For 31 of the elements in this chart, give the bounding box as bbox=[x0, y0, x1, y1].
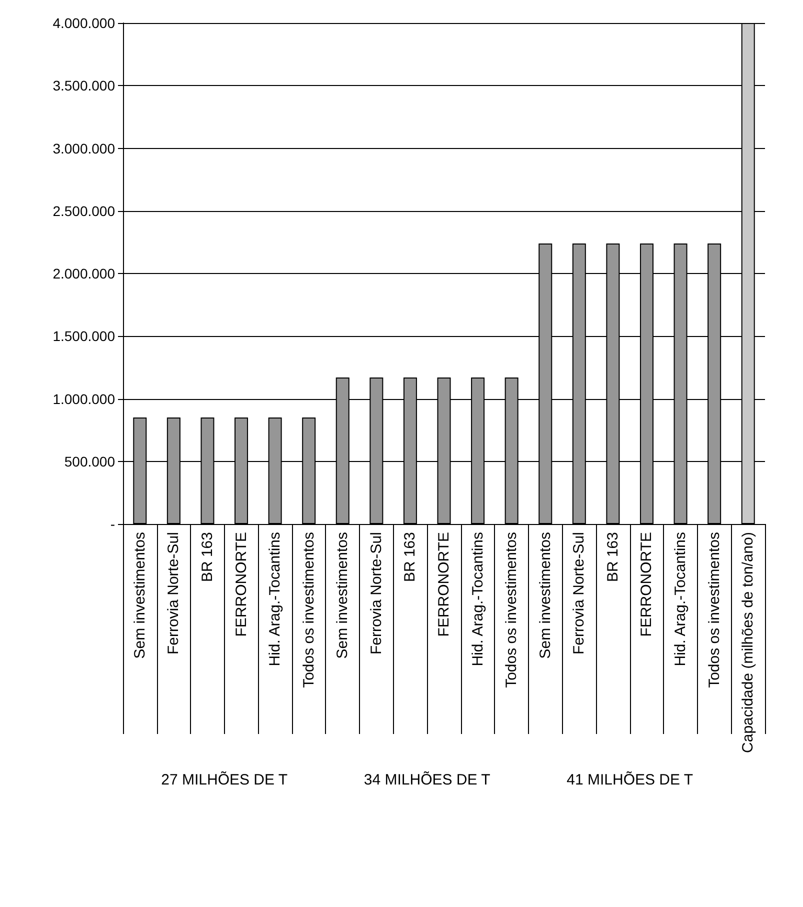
y-tick-label: 4.000.000 bbox=[52, 15, 116, 31]
text: 27 MILHÕES DE T bbox=[161, 770, 288, 788]
x-tick-label: Todos os investimentos bbox=[706, 532, 723, 688]
x-tick-label: BR 163 bbox=[198, 532, 216, 582]
x-tick-label: Ferrovia Norte-Sul bbox=[570, 532, 588, 655]
y-tick-label: - bbox=[110, 516, 116, 532]
x-tick-label: Sem investimentos bbox=[536, 532, 554, 659]
y-tick-label: 1.000.000 bbox=[52, 390, 116, 407]
y-tick-label: 2.500.000 bbox=[52, 202, 116, 219]
x-tick-label: BR 163 bbox=[604, 532, 622, 582]
x-tick-label: Todos os investimentos bbox=[300, 532, 318, 688]
y-tick-label: 3.000.000 bbox=[52, 140, 116, 156]
x-tick-label: BR 163 bbox=[402, 532, 419, 582]
x-tick-label: Capacidade (milhões de ton/ano) bbox=[740, 532, 757, 753]
y-tick-label: 500.000 bbox=[64, 453, 116, 470]
x-tick-label: Sem investimentos bbox=[334, 532, 352, 659]
text: 41 MILHÕES DE T bbox=[566, 770, 694, 788]
x-tick-label: Hid. Arag.-Tocantins bbox=[469, 532, 486, 666]
y-tick-label: 3.500.000 bbox=[52, 78, 116, 94]
x-tick-label: Sem investimentos bbox=[131, 532, 148, 659]
x-tick-label: FERRONORTE bbox=[232, 532, 250, 637]
x-tick-label: Ferrovia Norte-Sul bbox=[165, 532, 182, 655]
y-tick-label: 1.500.000 bbox=[52, 328, 116, 344]
x-tick-label: FERRONORTE bbox=[436, 532, 452, 637]
y-tick-label: 2.000.000 bbox=[52, 266, 116, 282]
x-tick-label: Ferrovia Norte-Sul bbox=[368, 532, 385, 655]
x-tick-label: Hid. Arag.-Tocantins bbox=[266, 532, 284, 666]
text: 34 MILHÕES DE T bbox=[364, 770, 490, 788]
x-tick-label: Hid. Arag.-Tocantins bbox=[672, 532, 690, 666]
x-tick-label: FERRONORTE bbox=[638, 532, 656, 637]
x-tick-label: Todos os investimentos bbox=[503, 532, 520, 688]
